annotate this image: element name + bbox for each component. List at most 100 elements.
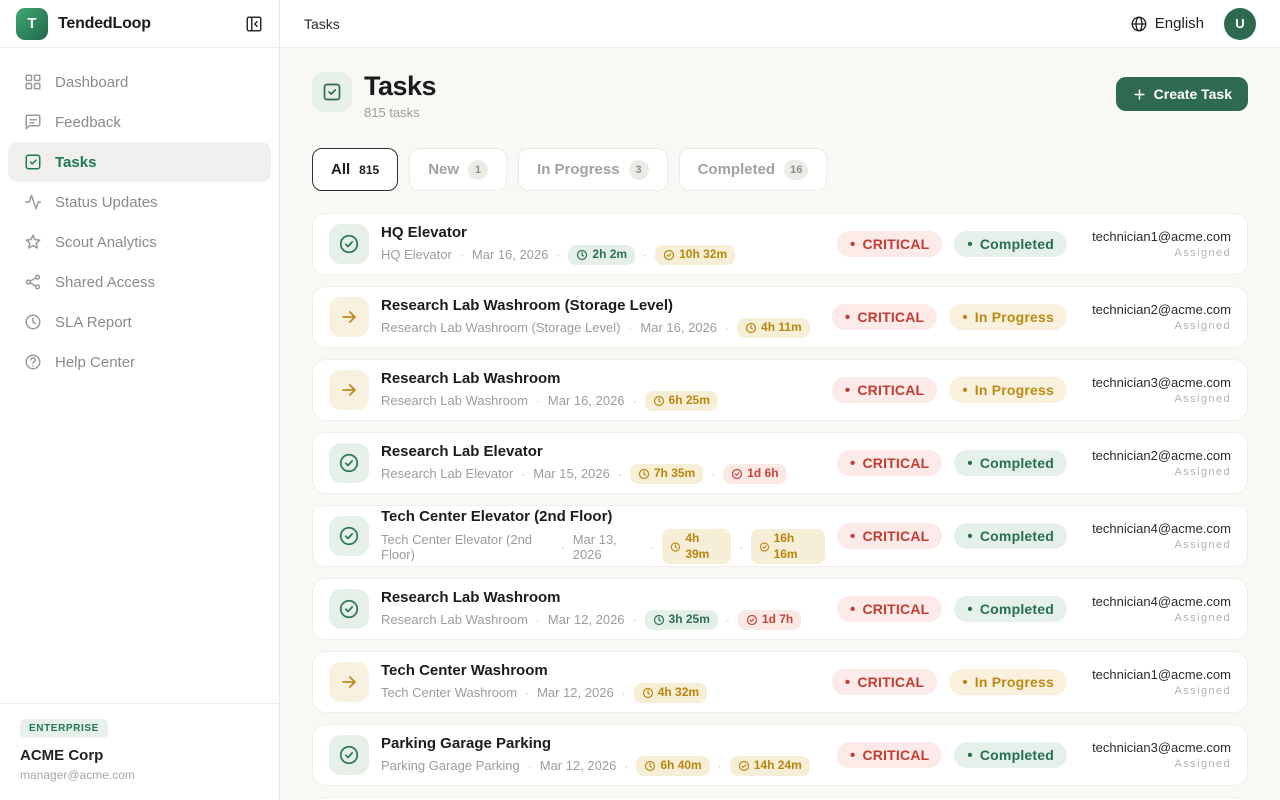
meta-separator: ·	[725, 320, 730, 335]
create-task-button[interactable]: Create Task	[1115, 77, 1248, 111]
status-badge: • In Progress	[949, 377, 1067, 404]
task-title: Research Lab Washroom (Storage Level)	[381, 297, 674, 315]
task-date: Mar 12, 2026	[539, 758, 617, 774]
plus-icon	[1132, 87, 1147, 102]
task-row[interactable]: Tech Center Washroom Tech Center Washroo…	[312, 651, 1248, 714]
task-meta: Research Lab Washroom · Mar 16, 2026 · 6h 25…	[381, 391, 820, 411]
priority-badge: • CRITICAL	[837, 523, 943, 550]
priority-badge: • CRITICAL	[831, 304, 938, 331]
priority-badge: • CRITICAL	[837, 596, 943, 623]
priority-dot: •	[850, 235, 856, 253]
filter-new[interactable]: New 1	[409, 148, 508, 192]
task-meta: Research Lab Washroom · Mar 12, 2026 · 3h 25…	[381, 610, 825, 630]
status-dot: •	[967, 600, 973, 618]
arrow-right-icon	[342, 384, 356, 397]
meta-separator: ·	[643, 247, 648, 262]
tasks-checkbox-icon	[24, 153, 42, 171]
meta-separator: ·	[628, 320, 633, 335]
org-footer: ENTERPRISE ACME Corp manager@acme.com	[0, 703, 279, 800]
filter-label: All	[331, 161, 351, 179]
star-icon	[24, 233, 42, 251]
sidebar-item-feedback[interactable]: Feedback	[8, 102, 271, 142]
priority-dot: •	[844, 308, 851, 326]
tasks-page-icon	[312, 72, 352, 112]
assigned-label: Assigned	[1174, 466, 1231, 479]
priority-badge: • CRITICAL	[837, 231, 943, 258]
task-title: Tech Center Washroom	[381, 662, 548, 680]
circle-check-icon	[339, 600, 359, 619]
task-meta: Research Lab Washroom (Storage Level) · Ma…	[381, 318, 820, 338]
task-row[interactable]: Research Lab Washroom Research Lab Washr…	[312, 359, 1248, 422]
response-time-pill: 4h 32m	[633, 683, 708, 703]
sidebar-collapse-icon[interactable]	[245, 15, 263, 33]
meta-separator: ·	[711, 466, 716, 481]
status-badge: • Completed	[954, 450, 1067, 477]
task-meta: Parking Garage Parking · Mar 12, 2026 · 6h 4…	[381, 756, 825, 776]
task-row[interactable]: Parking Garage Parking Parking Garage Pa…	[312, 724, 1248, 787]
task-row[interactable]: Research Lab Washroom (Storage Level) Re…	[312, 286, 1248, 349]
filter-completed[interactable]: Completed 16	[678, 148, 828, 192]
status-dot: •	[967, 527, 973, 545]
task-row[interactable]: HQ Elevator HQ Elevator · Mar 16, 2026 · 2h …	[312, 213, 1248, 276]
filter-in-progress[interactable]: In Progress 3	[518, 148, 668, 192]
topbar: Tasks English U	[280, 0, 1280, 48]
sidebar-item-label: Dashboard	[55, 73, 129, 91]
task-status-icon	[329, 297, 369, 338]
assignee-block: technician4@acme.com Assigned	[1079, 594, 1231, 624]
status-dot: •	[967, 235, 973, 253]
create-task-label: Create Task	[1153, 86, 1232, 102]
resolution-time-pill: 14h 24m	[729, 756, 810, 776]
assignee-email: technician3@acme.com	[1092, 375, 1231, 391]
circle-check-icon	[339, 746, 359, 765]
sidebar-item-dashboard[interactable]: Dashboard	[8, 62, 271, 102]
filter-label: Completed	[697, 161, 776, 179]
task-date: Mar 16, 2026	[471, 247, 549, 263]
meta-separator: ·	[624, 758, 629, 773]
meta-separator: ·	[621, 685, 626, 700]
response-time-pill: 7h 35m	[629, 464, 704, 484]
meta-separator: ·	[632, 612, 637, 627]
status-badge: • Completed	[954, 742, 1067, 769]
task-status-icon	[329, 224, 369, 265]
task-status-icon	[329, 443, 369, 484]
task-title: Research Lab Elevator	[381, 443, 543, 461]
filter-label: New	[428, 161, 460, 179]
user-avatar[interactable]: U	[1224, 7, 1256, 40]
assignee-block: technician2@acme.com Assigned	[1079, 302, 1231, 332]
sidebar-item-sla-report[interactable]: SLA Report	[8, 302, 271, 342]
status-badge: • In Progress	[949, 304, 1067, 331]
task-meta: Tech Center Washroom · Mar 12, 2026 · 4h 32m	[381, 683, 820, 703]
task-date: Mar 16, 2026	[640, 320, 718, 336]
circle-check-icon	[339, 527, 359, 546]
status-badge: • Completed	[954, 231, 1067, 258]
meta-separator: ·	[738, 539, 743, 554]
language-selector[interactable]: English	[1130, 15, 1204, 33]
assigned-label: Assigned	[1174, 539, 1231, 552]
sidebar-item-shared-access[interactable]: Shared Access	[8, 262, 271, 302]
task-status-icon	[329, 735, 369, 776]
assigned-label: Assigned	[1174, 685, 1231, 698]
sidebar-item-tasks[interactable]: Tasks	[8, 142, 271, 182]
priority-dot: •	[844, 673, 851, 691]
priority-badge: • CRITICAL	[837, 742, 943, 769]
sidebar-item-scout-analytics[interactable]: Scout Analytics	[8, 222, 271, 262]
assignee-block: technician2@acme.com Assigned	[1079, 448, 1231, 478]
sidebar-item-label: Status Updates	[55, 193, 158, 211]
sidebar-item-status-updates[interactable]: Status Updates	[8, 182, 271, 222]
task-row[interactable]: Tech Center Elevator (2nd Floor) Tech Ce…	[312, 505, 1248, 568]
task-row[interactable]: Research Lab Elevator Research Lab Eleva…	[312, 432, 1248, 495]
meta-separator: ·	[717, 758, 722, 773]
sidebar-item-label: Feedback	[55, 113, 121, 131]
task-status-icon	[329, 516, 369, 557]
task-date: Mar 12, 2026	[537, 685, 614, 701]
status-badge: • Completed	[954, 596, 1067, 623]
task-row[interactable]: Research Lab Washroom Research Lab Washr…	[312, 578, 1248, 641]
resolution-time-pill: 16h 16m	[750, 529, 825, 565]
priority-badge: • CRITICAL	[831, 377, 938, 404]
filter-all[interactable]: All 815	[312, 148, 399, 192]
meta-separator: ·	[725, 612, 730, 627]
task-location: Research Lab Washroom	[381, 612, 528, 628]
task-location: Research Lab Elevator	[381, 466, 514, 482]
globe-icon	[1130, 15, 1148, 33]
sidebar-item-help-center[interactable]: Help Center	[8, 342, 271, 382]
